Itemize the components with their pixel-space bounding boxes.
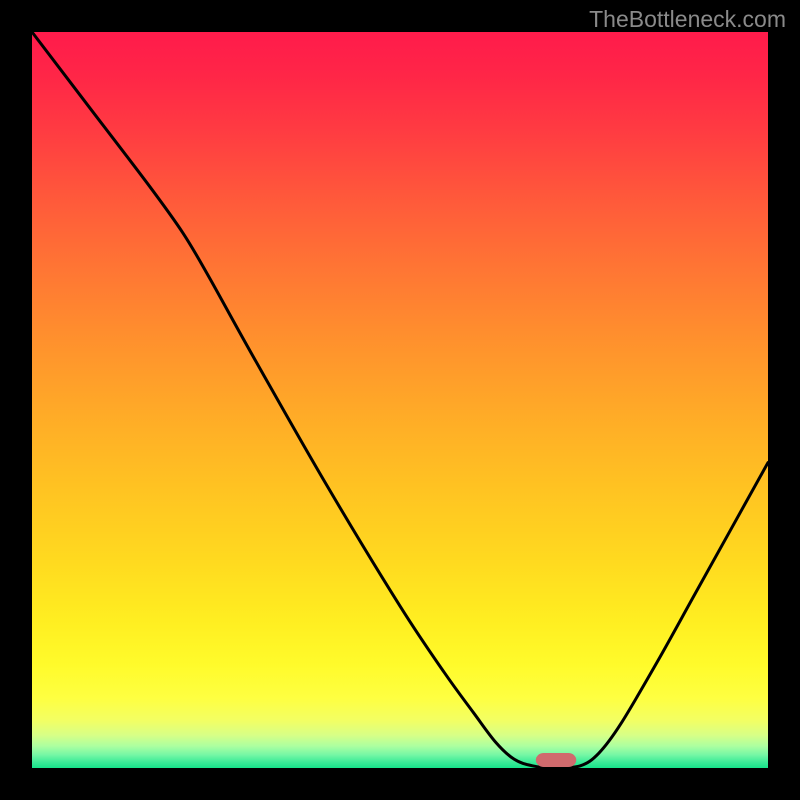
watermark-text: TheBottleneck.com: [589, 6, 786, 33]
plot-gradient-background: [32, 32, 768, 768]
bottleneck-chart: [0, 0, 800, 800]
optimal-marker: [536, 753, 576, 767]
chart-container: TheBottleneck.com: [0, 0, 800, 800]
